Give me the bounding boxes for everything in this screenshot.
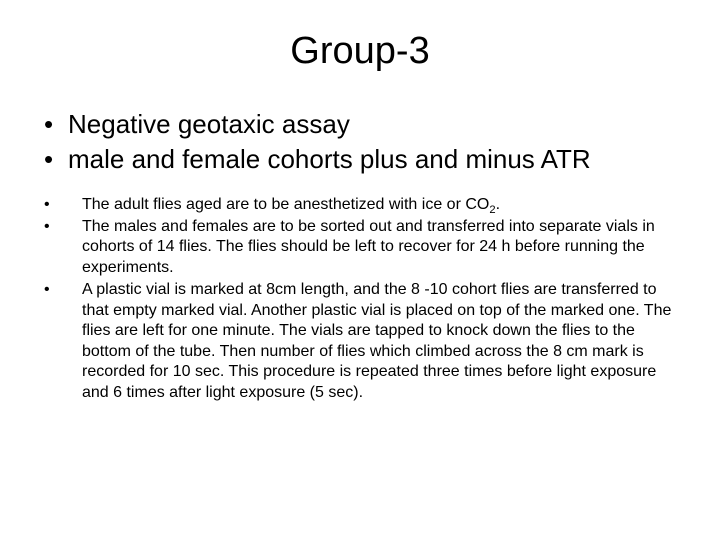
sub-bullet-list: The adult flies aged are to be anestheti…: [40, 195, 680, 404]
bullet-text-post: .: [496, 196, 500, 213]
bullet-text-pre: A plastic vial is marked at 8cm length, …: [82, 281, 671, 400]
sub-bullet-item: The adult flies aged are to be anestheti…: [40, 195, 680, 215]
main-bullet-item: Negative geotaxic assay: [40, 108, 680, 141]
main-bullet-list: Negative geotaxic assay male and female …: [40, 108, 680, 177]
slide-title: Group-3: [40, 30, 680, 73]
bullet-text-pre: The adult flies aged are to be anestheti…: [82, 196, 489, 213]
slide: Group-3 Negative geotaxic assay male and…: [0, 0, 720, 540]
main-bullet-item: male and female cohorts plus and minus A…: [40, 143, 680, 176]
sub-bullet-item: A plastic vial is marked at 8cm length, …: [40, 280, 680, 403]
sub-bullet-item: The males and females are to be sorted o…: [40, 217, 680, 278]
bullet-text-pre: The males and females are to be sorted o…: [82, 218, 655, 276]
